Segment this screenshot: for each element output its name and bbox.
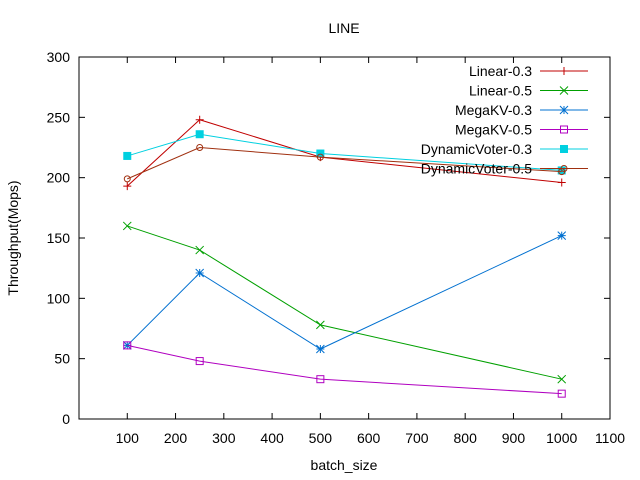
series-megakv-0-5 xyxy=(123,341,566,398)
series-line xyxy=(127,344,562,395)
data-point xyxy=(195,115,204,124)
y-tick-label: 100 xyxy=(47,290,71,306)
x-tick-label: 600 xyxy=(357,430,381,446)
data-point xyxy=(559,86,569,95)
data-point xyxy=(123,151,132,160)
legend: Linear-0.3 Linear-0.5 MegaKV-0.3 MegaKV-0.5… xyxy=(421,63,588,177)
legend-label: DynamicVoter-0.5 xyxy=(421,161,532,177)
x-tick-label: 700 xyxy=(405,430,429,446)
data-point xyxy=(122,341,132,350)
data-point xyxy=(123,182,132,191)
legend-label: DynamicVoter-0.3 xyxy=(421,141,532,157)
x-tick-label: 200 xyxy=(164,430,188,446)
data-point xyxy=(123,175,131,183)
x-tick-label: 400 xyxy=(260,430,284,446)
series-megakv-0-3 xyxy=(122,231,567,354)
legend-label: MegaKV-0.3 xyxy=(455,102,532,118)
y-tick-label: 300 xyxy=(47,49,71,65)
x-tick-label: 1000 xyxy=(546,430,577,446)
series-group xyxy=(122,115,567,398)
data-point xyxy=(557,389,566,398)
x-tick-label: 500 xyxy=(309,430,333,446)
y-axis-label: Throughput(Mops) xyxy=(5,180,21,295)
series-line xyxy=(127,225,562,380)
data-point xyxy=(316,153,324,161)
series-linear-0-3 xyxy=(123,115,566,191)
y-tick-label: 250 xyxy=(47,109,71,125)
x-tick-label: 900 xyxy=(502,430,526,446)
data-point xyxy=(560,67,568,75)
data-point xyxy=(316,320,325,330)
y-tick-label: 150 xyxy=(47,230,71,246)
axis-ticks: 0 50 100 150 200 250 300 100 200 300 400 500 600 700 8… xyxy=(47,49,626,446)
legend-label: Linear-0.3 xyxy=(469,63,532,79)
x-tick-label: 1100 xyxy=(595,430,625,446)
data-point xyxy=(557,231,567,240)
legend-label: Linear-0.5 xyxy=(469,83,532,99)
x-tick-label: 300 xyxy=(212,430,236,446)
data-point xyxy=(122,221,132,231)
y-tick-label: 200 xyxy=(47,170,71,186)
data-point xyxy=(196,144,204,151)
data-point xyxy=(195,130,204,139)
y-tick-label: 0 xyxy=(62,411,70,427)
series-line xyxy=(127,133,562,171)
data-point xyxy=(195,245,205,255)
series-dynamicvoter-0-5 xyxy=(123,144,566,183)
data-point xyxy=(557,374,567,384)
series-line xyxy=(127,146,562,180)
chart-title: LINE xyxy=(328,20,359,36)
x-axis-label: batch_size xyxy=(311,457,378,473)
data-point xyxy=(195,268,205,278)
data-point xyxy=(560,165,568,172)
series-linear-0-5 xyxy=(122,221,567,384)
data-point xyxy=(316,344,325,354)
data-point xyxy=(316,375,325,384)
data-point xyxy=(123,341,132,350)
series-line xyxy=(126,119,562,187)
legend-label: MegaKV-0.5 xyxy=(455,122,532,138)
data-point xyxy=(560,125,568,134)
series-line xyxy=(126,235,562,350)
data-point xyxy=(557,178,566,187)
x-tick-label: 800 xyxy=(454,430,478,446)
x-tick-label: 100 xyxy=(116,430,140,446)
y-tick-label: 50 xyxy=(54,351,70,367)
data-point xyxy=(560,145,568,153)
data-point xyxy=(559,105,569,115)
data-point xyxy=(195,357,204,366)
